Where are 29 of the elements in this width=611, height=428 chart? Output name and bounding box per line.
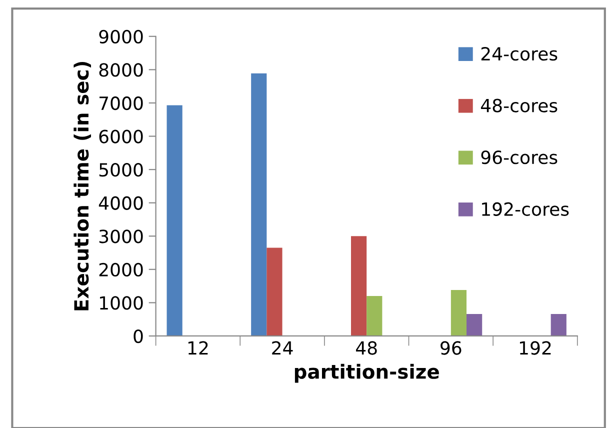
y-tick-label: 4000 — [98, 196, 143, 210]
y-tick-label: 9000 — [99, 30, 143, 44]
bar — [266, 248, 282, 336]
bar — [351, 236, 367, 336]
y-tick-label: 1000 — [100, 296, 143, 310]
bar — [251, 73, 267, 336]
x-tick-label: 24 — [272, 341, 293, 355]
bar — [366, 296, 382, 336]
x-tick-label: 96 — [440, 341, 462, 355]
y-tick-label: 8000 — [99, 63, 143, 77]
y-tick-label: 7000 — [100, 96, 143, 110]
x-tick-label: 192 — [520, 341, 551, 355]
legend-label: 192-cores — [482, 202, 569, 216]
legend-label: 24-cores — [481, 46, 558, 61]
x-tick-label: 12 — [188, 341, 208, 355]
legend-label: 96-cores — [481, 150, 558, 164]
x-axis-title: partition-size — [294, 364, 439, 383]
x-tick-label: 48 — [356, 341, 377, 355]
bar — [466, 314, 482, 336]
y-tick-label: 2000 — [99, 262, 143, 277]
legend-label: 48-cores — [480, 98, 558, 112]
y-tick-label: 6000 — [99, 130, 143, 144]
bar — [550, 314, 566, 336]
y-axis-title: Execution time (in sec) — [74, 62, 92, 310]
y-tick-label: 3000 — [99, 230, 143, 244]
bar — [450, 290, 467, 336]
bar — [166, 105, 182, 336]
y-tick-label: 0 — [134, 329, 143, 344]
y-tick-label: 5000 — [99, 162, 143, 177]
